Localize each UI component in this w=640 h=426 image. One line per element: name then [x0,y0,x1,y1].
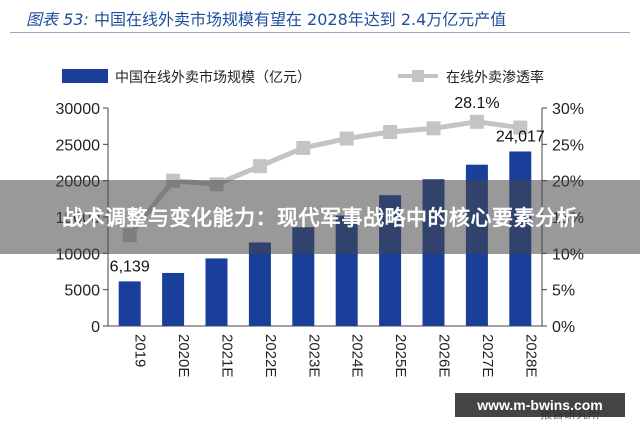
line-point-2024E [339,131,354,146]
y-left-tick-label: 0 [91,319,100,336]
line-point-2027E [469,114,484,129]
title-divider [10,32,630,33]
x-tick-label: 2020E [175,334,192,377]
figure-title-text: 中国在线外卖市场规模有望在 2028年达到 2.4万亿元产值 [93,10,507,29]
x-tick-label: 2028E [522,334,539,377]
legend-line-marker [412,70,424,82]
line-point-2026E [426,121,441,136]
y-left-tick-label: 5000 [64,283,100,300]
x-tick-label: 2023E [305,334,322,377]
line-point-2023E [296,140,311,155]
bar-2021E [205,258,228,326]
line-point-2025E [383,124,398,139]
y-left-tick-label: 30000 [56,101,101,118]
data-label: 6,139 [110,258,150,275]
x-tick-label: 2025E [392,334,409,377]
figure-title-prefix: 图表 53: [26,10,89,29]
legend-bar-swatch [62,69,108,83]
y-right-tick-label: 0% [552,319,575,336]
x-tick-label: 2027E [479,334,496,377]
figure-title: 图表 53: 中国在线外卖市场规模有望在 2028年达到 2.4万亿元产值 [26,6,506,30]
x-tick-label: 2019 [132,334,149,367]
x-tick-label: 2024E [349,334,366,377]
bar-2019 [118,281,141,326]
data-label: 28.1% [454,95,499,112]
y-left-tick-label: 25000 [56,137,101,154]
line-point-2028E [513,120,528,135]
x-tick-label: 2021E [219,334,236,377]
legend-line-label: 在线外卖渗透率 [446,69,544,86]
y-right-tick-label: 30% [552,101,584,118]
line-point-2022E [252,159,267,174]
headline-banner: 战术调整与变化能力：现代军事战略中的核心要素分析 [0,180,640,254]
bar-2020E [162,272,185,326]
legend-bar-label: 中国在线外卖市场规模（亿元） [115,69,311,86]
site-watermark[interactable]: www.m-bwins.com [455,393,625,417]
headline-text: 战术调整与变化能力：现代军事战略中的核心要素分析 [62,206,578,230]
data-label: 24,017 [496,128,545,145]
y-right-tick-label: 5% [552,283,575,300]
bar-2022E [248,242,271,326]
y-right-tick-label: 25% [552,137,584,154]
x-tick-label: 2026E [436,334,453,377]
x-tick-label: 2022E [262,334,279,377]
